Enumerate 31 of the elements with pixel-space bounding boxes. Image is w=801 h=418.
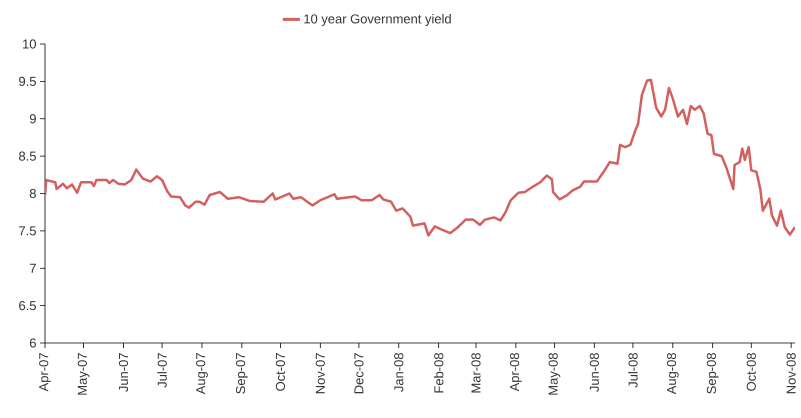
x-tick-label: May-08: [548, 353, 560, 395]
x-tick-label: Nov-07: [316, 353, 325, 394]
y-tick-label: 8: [30, 188, 36, 198]
x-tick-label: Jul-07: [157, 353, 167, 388]
x-tick-label: Jul-08: [628, 353, 638, 388]
y-tick-label: 9: [30, 114, 36, 124]
x-tick-label: Aug-07: [196, 353, 208, 394]
x-tick-label: Feb-08: [434, 353, 444, 392]
y-tick-label: 6: [30, 338, 36, 348]
x-tick-label: May-07: [78, 353, 90, 395]
x-tick-label: Apr-08: [510, 353, 522, 392]
x-tick-label: Aug-08: [666, 353, 679, 394]
y-tick-label: 9.5: [19, 76, 36, 86]
x-tick-label: Oct-07: [276, 353, 286, 391]
y-tick-label: 10: [23, 39, 36, 49]
x-tick-label: Sep-08: [706, 353, 719, 394]
x-tick-label: Oct-08: [746, 353, 756, 391]
x-tick-label: Mar-08: [471, 353, 481, 392]
y-tick-label: 8.5: [19, 152, 36, 161]
x-tick-label: Jun-08: [590, 353, 599, 392]
legend-label: 10 year Government yield: [304, 14, 451, 26]
x-tick-label: Jun-07: [118, 353, 128, 392]
line-series: [45, 78, 796, 237]
x-tick-label: Apr-07: [39, 353, 51, 392]
y-tick-label: 6.5: [19, 301, 36, 310]
x-tick-label: Jan-08: [394, 353, 404, 392]
y-tick-label: 7: [30, 264, 36, 273]
x-tick-label: Sep-07: [236, 353, 248, 394]
y-tick-label: 7.5: [19, 226, 36, 236]
x-tick-label: Nov-08: [786, 353, 796, 394]
x-tick-label: Dec-07: [354, 353, 364, 394]
